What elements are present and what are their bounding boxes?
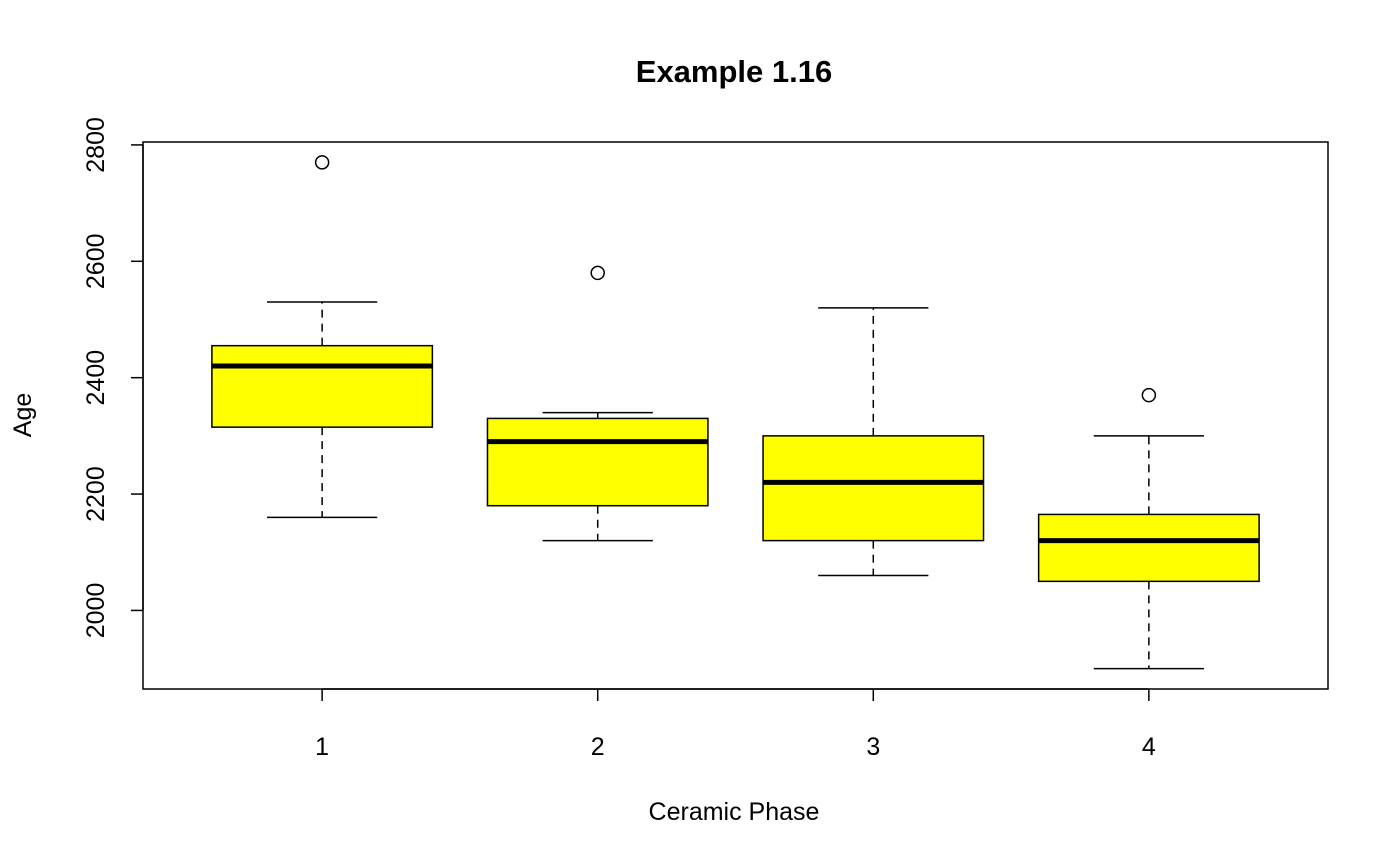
y-tick-label-2800: 2800 (82, 117, 110, 173)
outlier-point (1141, 387, 1157, 403)
chart-title: Example 1.16 (636, 54, 832, 89)
x-tick-label-2: 2 (591, 733, 605, 761)
box-iqr (762, 435, 985, 542)
box-group-2 (486, 265, 709, 542)
box-group-3 (762, 307, 985, 577)
y-tick-label-2000: 2000 (82, 583, 110, 639)
x-tick-label-3: 3 (866, 733, 880, 761)
box-group-1 (211, 155, 434, 519)
boxes-group (211, 155, 1260, 670)
x-tick-label-1: 1 (315, 733, 329, 761)
y-tick-label-2400: 2400 (82, 350, 110, 406)
box-iqr (1037, 513, 1260, 583)
y-tick-label-2200: 2200 (82, 466, 110, 522)
box-group-4 (1037, 387, 1260, 670)
outlier-point (314, 155, 330, 170)
box-iqr (211, 344, 434, 428)
x-axis-label: Ceramic Phase (649, 798, 820, 826)
y-axis-label: Age (9, 393, 37, 437)
y-axis: 2000 2200 2400 2600 2800 (82, 117, 144, 639)
x-tick-label-4: 4 (1142, 733, 1156, 761)
x-axis: 1 2 3 4 (315, 688, 1156, 761)
outlier-point (590, 265, 605, 281)
box-iqr (486, 417, 709, 507)
y-tick-label-2600: 2600 (82, 233, 110, 289)
